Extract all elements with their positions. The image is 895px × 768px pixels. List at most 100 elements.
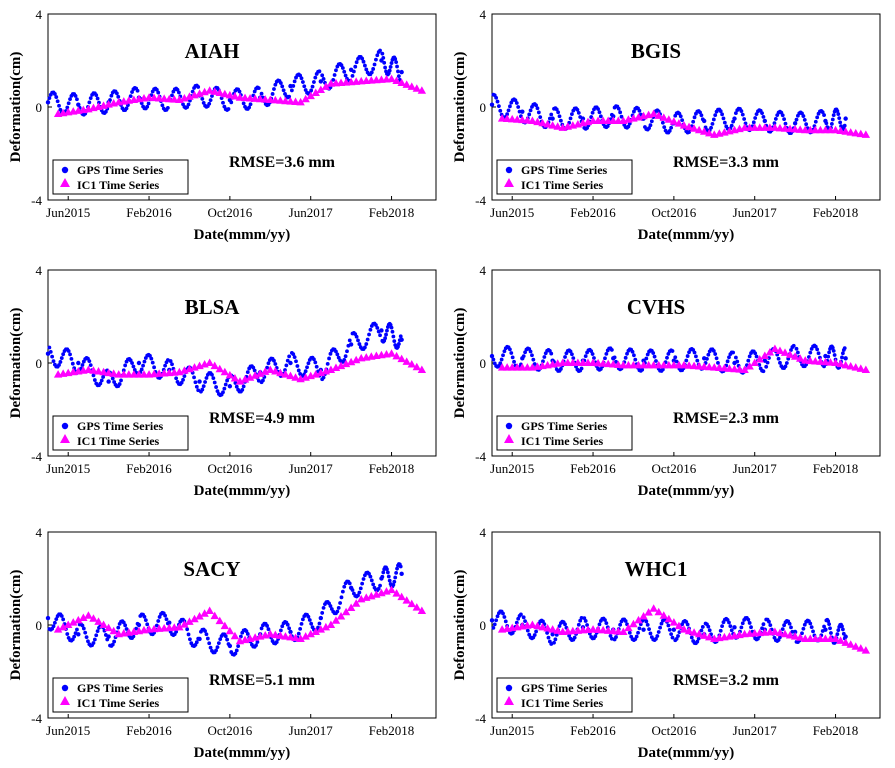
gps-point [838, 120, 843, 125]
panel-aiah: 4 0 -4 Jun2015 Feb2016 Oct2016 Jun2017 Feb2018 D… [8, 7, 437, 243]
gps-point [654, 359, 658, 363]
gps-point [306, 614, 311, 619]
ic1-point [609, 626, 618, 635]
gps-point [83, 630, 88, 635]
ic1-point [144, 93, 154, 101]
gps-point [808, 350, 813, 355]
gps-point [367, 571, 371, 576]
gps-point [221, 390, 225, 395]
ic1-point [518, 115, 527, 124]
gps-point [143, 618, 148, 623]
gps-point [65, 632, 70, 636]
gps-point [80, 363, 85, 367]
gps-point [296, 368, 301, 373]
gps-point [227, 384, 233, 389]
gps-point [700, 625, 705, 629]
gps-point [234, 384, 239, 389]
gps-point [292, 355, 297, 360]
gps-point [292, 79, 297, 84]
station-title: BLSA [185, 295, 241, 319]
legend-ic1-marker [60, 178, 70, 187]
ic1-point [220, 89, 230, 98]
ic1-point [326, 620, 336, 628]
gps-point [831, 348, 836, 353]
gps-point [660, 367, 665, 372]
gps-point [516, 616, 521, 621]
gps-point [98, 381, 103, 386]
ic1-point [104, 623, 113, 632]
y-tick-label: 4 [36, 7, 43, 22]
gps-point [502, 349, 507, 354]
gps-point [375, 53, 380, 58]
gps-point [519, 612, 523, 617]
ic1-point [826, 358, 835, 366]
gps-point [603, 618, 607, 622]
y-tick-label: 0 [36, 618, 43, 633]
gps-point [740, 112, 745, 117]
ic1-point [593, 358, 603, 367]
gps-point [572, 635, 577, 640]
gps-point [86, 639, 90, 644]
x-axis-label: Date(mmm/yy) [194, 483, 291, 499]
gps-point [761, 369, 766, 374]
ic1-point [170, 95, 179, 103]
gps-point [508, 347, 512, 352]
legend-gps-label: GPS Time Series [521, 163, 608, 177]
gps-point [167, 620, 172, 625]
gps-point [843, 356, 848, 361]
x-tick-label: Feb2016 [126, 205, 172, 220]
gps-point [325, 361, 330, 366]
gps-point [368, 574, 373, 579]
ic1-point [861, 646, 871, 654]
legend-gps-label: GPS Time Series [521, 681, 608, 695]
gps-point [582, 616, 587, 620]
gps-point [321, 77, 326, 81]
ic1-point [245, 373, 255, 381]
gps-point [142, 359, 147, 364]
ic1-point [180, 620, 189, 628]
ic1-point [553, 626, 562, 634]
x-tick-label: Jun2015 [46, 205, 90, 220]
gps-point [393, 575, 398, 580]
gps-point [225, 637, 230, 642]
gps-point [749, 625, 753, 630]
gps-point [658, 625, 662, 630]
gps-point [301, 617, 305, 622]
x-tick-label: Feb2018 [369, 723, 415, 738]
gps-point [360, 581, 365, 586]
ic1-point [321, 622, 331, 631]
ic1-point [674, 621, 684, 630]
ic1-point [508, 114, 517, 123]
gps-point [335, 352, 340, 357]
gps-point [351, 69, 356, 74]
gps-point [549, 112, 554, 117]
gps-point [272, 358, 276, 363]
ic1-point [694, 125, 704, 134]
ic1-point [785, 630, 795, 639]
ic1-point [291, 373, 300, 381]
ic1-point [543, 119, 552, 128]
gps-point [388, 65, 393, 69]
gps-point [106, 379, 111, 384]
gps-point [48, 349, 53, 354]
gps-point [589, 115, 594, 119]
ic1-point [735, 365, 744, 373]
gps-point [827, 622, 832, 627]
gps-point [554, 107, 559, 112]
gps-point [655, 634, 660, 638]
gps-point [501, 611, 505, 616]
gps-point [381, 56, 386, 60]
gps-point [95, 629, 100, 634]
gps-point [321, 605, 326, 610]
ic1-point [261, 367, 270, 375]
gps-point [186, 632, 191, 637]
gps-point [163, 363, 168, 368]
gps-point [384, 332, 388, 337]
ic1-point [230, 92, 240, 100]
gps-point [145, 104, 150, 109]
x-tick-label: Jun2017 [733, 723, 778, 738]
legend-ic1-marker [504, 178, 514, 187]
